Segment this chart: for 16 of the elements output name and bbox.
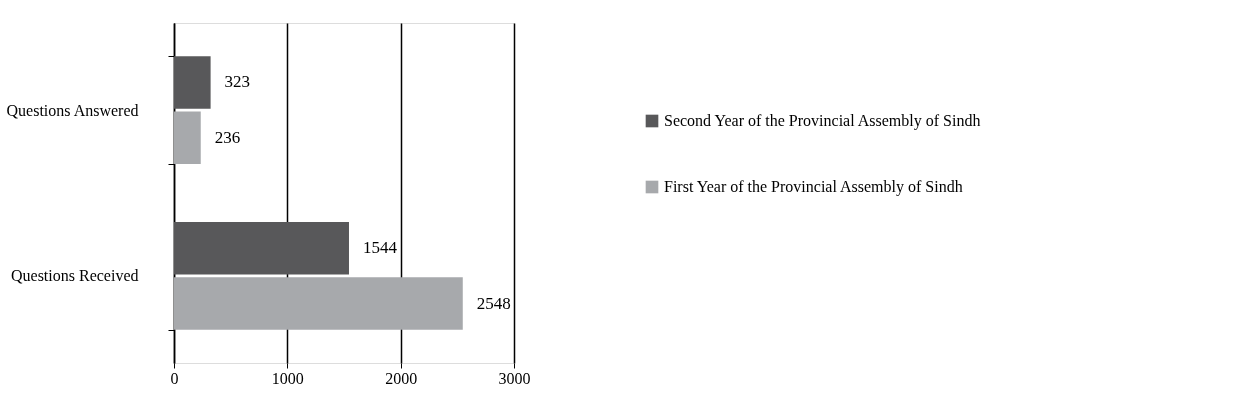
x-tick-label: 2000 (385, 369, 418, 387)
legend-label: First Year of the Provincial Assembly of Sindh (664, 178, 963, 196)
x-tick-label: 1000 (271, 369, 304, 387)
data-label: 236 (214, 127, 241, 147)
data-label: 323 (224, 72, 251, 92)
data-label: 2548 (476, 293, 511, 313)
bar (174, 277, 463, 330)
bar (174, 222, 349, 275)
y-tick-label: Questions Received (10, 267, 139, 285)
x-tick-label: 3000 (498, 369, 531, 387)
data-label: 1544 (362, 238, 398, 258)
bar (174, 111, 201, 164)
x-tick-label: 0 (170, 369, 179, 387)
y-tick-label: Questions Answered (6, 101, 139, 119)
legend-label: Second Year of the Provincial Assembly of Sindh (664, 112, 981, 130)
bar (174, 56, 211, 109)
